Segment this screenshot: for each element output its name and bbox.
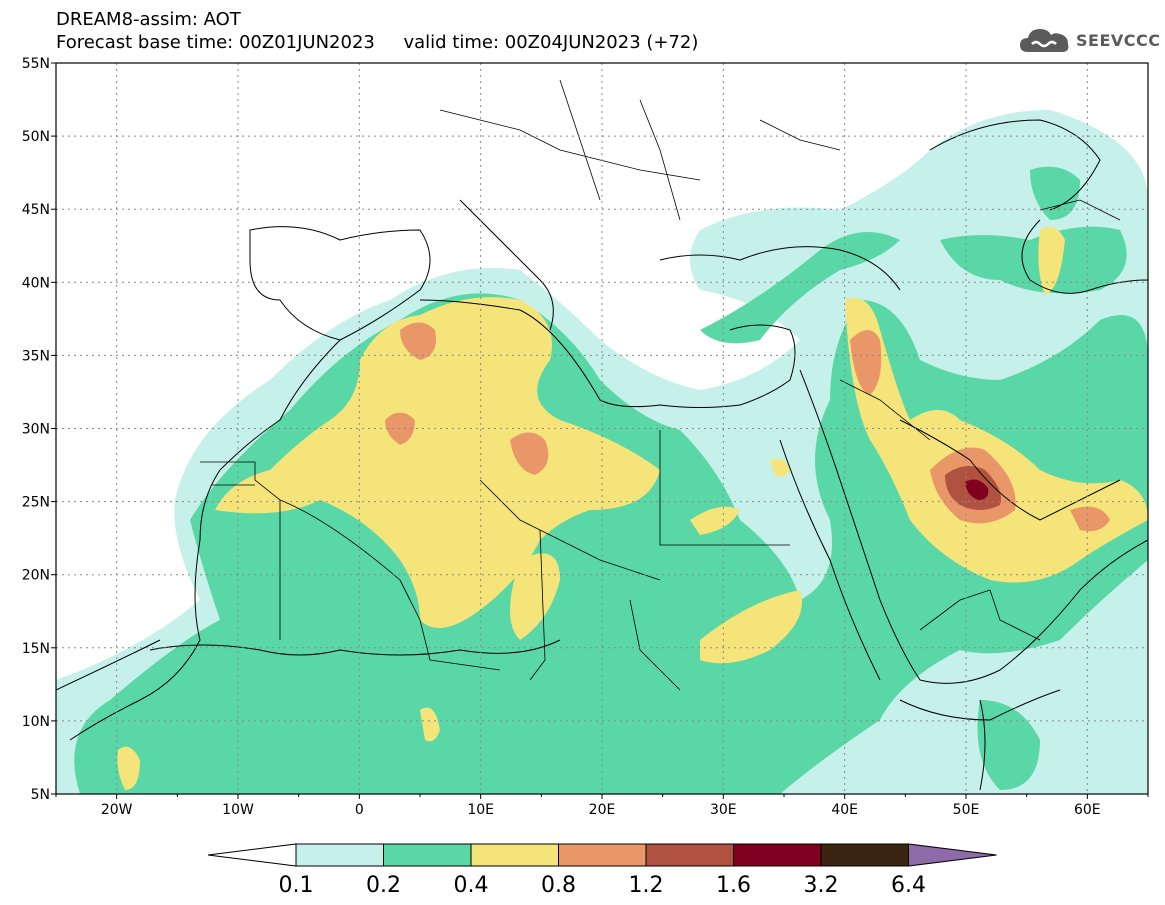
colorbar-swatch	[295, 843, 384, 867]
logo-text: SEEVCCC	[1076, 30, 1161, 50]
colorbar-label: 0.1	[279, 873, 314, 898]
chart-title: DREAM8-assim: AOT	[56, 9, 241, 30]
coastlines	[56, 119, 1148, 791]
colorbar-swatch	[383, 843, 472, 867]
colorbar-label: 1.6	[716, 873, 751, 898]
lat-tick-label: 50N	[22, 129, 50, 145]
forecast-time-info: Forecast base time: 00Z01JUN2023 valid t…	[56, 32, 699, 53]
lat-tick-label: 35N	[22, 348, 50, 364]
colorbar-label: 0.2	[366, 873, 401, 898]
colorbar-over-triangle	[908, 843, 997, 867]
lon-tick-label: 20W	[101, 802, 133, 818]
colorbar: 0.1 0.2 0.4 0.8 1.2 1.6 3.2 6.4	[207, 843, 997, 898]
graticule	[56, 63, 1148, 794]
colorbar-swatch	[820, 843, 909, 867]
colorbar-swatch	[733, 843, 822, 867]
lat-tick-label: 15N	[22, 641, 50, 657]
colorbar-swatch	[645, 843, 734, 867]
lon-tick-label: 20E	[589, 802, 616, 818]
cloud-icon	[1020, 29, 1069, 52]
aot-level-1.6	[965, 479, 989, 500]
lon-tick-label: 50E	[953, 802, 980, 818]
colorbar-label: 3.2	[804, 873, 839, 898]
country-borders	[200, 79, 1121, 691]
lat-tick-label: 10N	[22, 714, 50, 730]
colorbar-swatch	[558, 843, 647, 867]
lon-tick-label: 10W	[222, 802, 254, 818]
lon-tick-label: 10E	[467, 802, 494, 818]
lat-tick-label: 55N	[22, 56, 50, 72]
lon-tick-label: 60E	[1074, 802, 1101, 818]
colorbar-label: 0.8	[541, 873, 576, 898]
lat-tick-label: 25N	[22, 495, 50, 511]
lat-tick-label: 30N	[22, 422, 50, 438]
seevccc-logo: SEEVCCC	[1018, 22, 1161, 58]
colorbar-under-triangle	[207, 843, 297, 867]
lat-tick-label: 20N	[22, 568, 50, 584]
latitude-ticks: 55N 50N 45N 40N 35N 30N 25N 20N 15N 10N 5N	[22, 56, 56, 803]
lon-tick-label: 30E	[710, 802, 737, 818]
lat-tick-label: 5N	[31, 787, 50, 803]
colorbar-label: 6.4	[891, 873, 926, 898]
colorbar-label: 1.2	[629, 873, 664, 898]
colorbar-swatch	[470, 843, 559, 867]
lat-tick-label: 45N	[22, 202, 50, 218]
lon-tick-label: 0	[355, 802, 364, 818]
colorbar-label: 0.4	[454, 873, 489, 898]
lat-tick-label: 40N	[22, 275, 50, 291]
longitude-ticks: 20W 10W 0 10E 20E 30E 40E 50E 60E	[55, 794, 1149, 818]
aot-field	[56, 110, 1148, 794]
lon-tick-label: 40E	[831, 802, 858, 818]
